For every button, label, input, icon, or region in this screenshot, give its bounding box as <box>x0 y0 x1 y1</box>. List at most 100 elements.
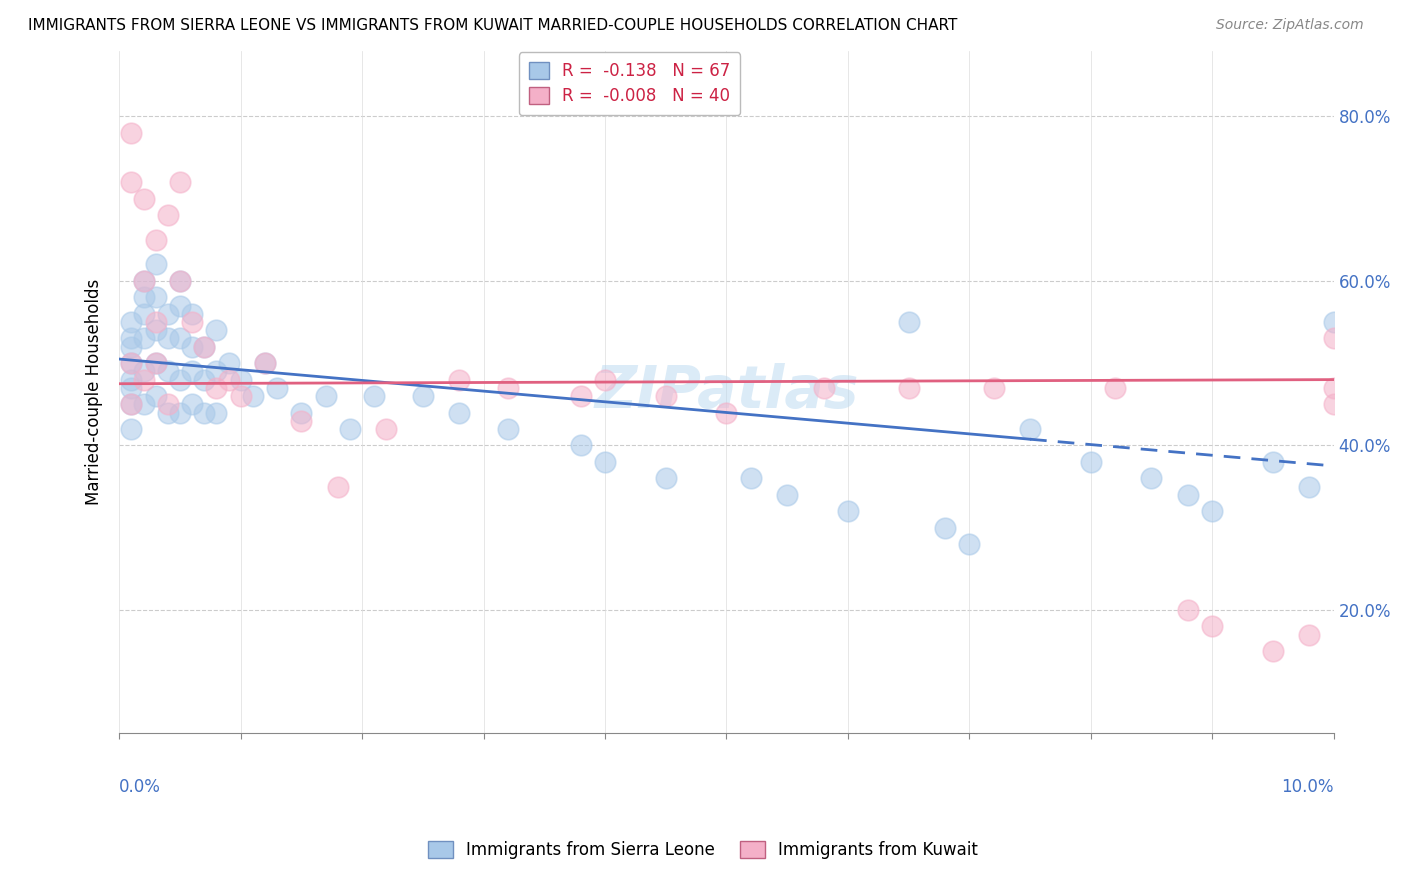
Point <box>449 405 471 419</box>
Point <box>181 315 204 329</box>
Point <box>120 381 142 395</box>
Point <box>1261 455 1284 469</box>
Point <box>193 340 215 354</box>
Point <box>193 340 215 354</box>
Point <box>205 381 228 395</box>
Point <box>569 438 592 452</box>
Point <box>1298 627 1320 641</box>
Point <box>132 290 155 304</box>
Point <box>145 315 167 329</box>
Point <box>253 356 276 370</box>
Legend: Immigrants from Sierra Leone, Immigrants from Kuwait: Immigrants from Sierra Leone, Immigrants… <box>422 834 984 866</box>
Point <box>120 126 142 140</box>
Point <box>120 356 142 370</box>
Point <box>1177 488 1199 502</box>
Point <box>813 381 835 395</box>
Point <box>169 274 191 288</box>
Point <box>120 331 142 345</box>
Point <box>1323 381 1346 395</box>
Point <box>132 364 155 378</box>
Point <box>193 405 215 419</box>
Point <box>181 340 204 354</box>
Point <box>193 373 215 387</box>
Point <box>169 331 191 345</box>
Point <box>156 208 179 222</box>
Point <box>132 274 155 288</box>
Point <box>983 381 1005 395</box>
Point <box>156 331 179 345</box>
Point <box>181 397 204 411</box>
Point <box>145 233 167 247</box>
Point <box>132 331 155 345</box>
Point <box>169 405 191 419</box>
Point <box>169 299 191 313</box>
Point <box>120 356 142 370</box>
Point <box>120 397 142 411</box>
Point <box>205 323 228 337</box>
Point <box>1019 422 1042 436</box>
Point <box>120 373 142 387</box>
Point <box>169 373 191 387</box>
Text: 0.0%: 0.0% <box>120 779 162 797</box>
Point <box>897 315 920 329</box>
Point <box>205 364 228 378</box>
Point <box>156 364 179 378</box>
Point <box>776 488 799 502</box>
Point <box>120 397 142 411</box>
Point <box>145 323 167 337</box>
Point <box>145 356 167 370</box>
Point <box>1104 381 1126 395</box>
Point <box>412 389 434 403</box>
Point <box>242 389 264 403</box>
Point <box>1323 315 1346 329</box>
Point <box>593 455 616 469</box>
Point <box>120 315 142 329</box>
Text: IMMIGRANTS FROM SIERRA LEONE VS IMMIGRANTS FROM KUWAIT MARRIED-COUPLE HOUSEHOLDS: IMMIGRANTS FROM SIERRA LEONE VS IMMIGRAN… <box>28 18 957 33</box>
Point <box>496 422 519 436</box>
Point <box>934 521 956 535</box>
Point <box>145 389 167 403</box>
Point <box>837 504 859 518</box>
Point <box>1080 455 1102 469</box>
Point <box>181 307 204 321</box>
Text: ZIPatlas: ZIPatlas <box>595 363 859 420</box>
Point <box>156 397 179 411</box>
Point <box>740 471 762 485</box>
Point <box>266 381 288 395</box>
Point <box>1201 504 1223 518</box>
Point <box>897 381 920 395</box>
Point <box>315 389 337 403</box>
Point <box>132 192 155 206</box>
Point <box>1140 471 1163 485</box>
Point <box>496 381 519 395</box>
Point <box>169 175 191 189</box>
Point <box>205 405 228 419</box>
Point <box>132 373 155 387</box>
Point <box>339 422 361 436</box>
Point <box>654 389 676 403</box>
Point <box>132 397 155 411</box>
Point <box>449 373 471 387</box>
Point <box>120 340 142 354</box>
Point <box>229 373 252 387</box>
Point <box>1261 644 1284 658</box>
Point <box>654 471 676 485</box>
Point <box>132 307 155 321</box>
Point <box>169 274 191 288</box>
Point <box>145 290 167 304</box>
Text: 10.0%: 10.0% <box>1281 779 1334 797</box>
Point <box>120 175 142 189</box>
Point <box>363 389 385 403</box>
Point <box>1201 619 1223 633</box>
Point <box>145 356 167 370</box>
Text: Source: ZipAtlas.com: Source: ZipAtlas.com <box>1216 18 1364 32</box>
Point <box>290 405 312 419</box>
Legend: R =  -0.138   N = 67, R =  -0.008   N = 40: R = -0.138 N = 67, R = -0.008 N = 40 <box>519 53 740 115</box>
Point <box>181 364 204 378</box>
Point <box>156 307 179 321</box>
Point <box>1298 479 1320 493</box>
Y-axis label: Married-couple Households: Married-couple Households <box>86 279 103 505</box>
Point <box>569 389 592 403</box>
Point <box>156 405 179 419</box>
Point <box>120 422 142 436</box>
